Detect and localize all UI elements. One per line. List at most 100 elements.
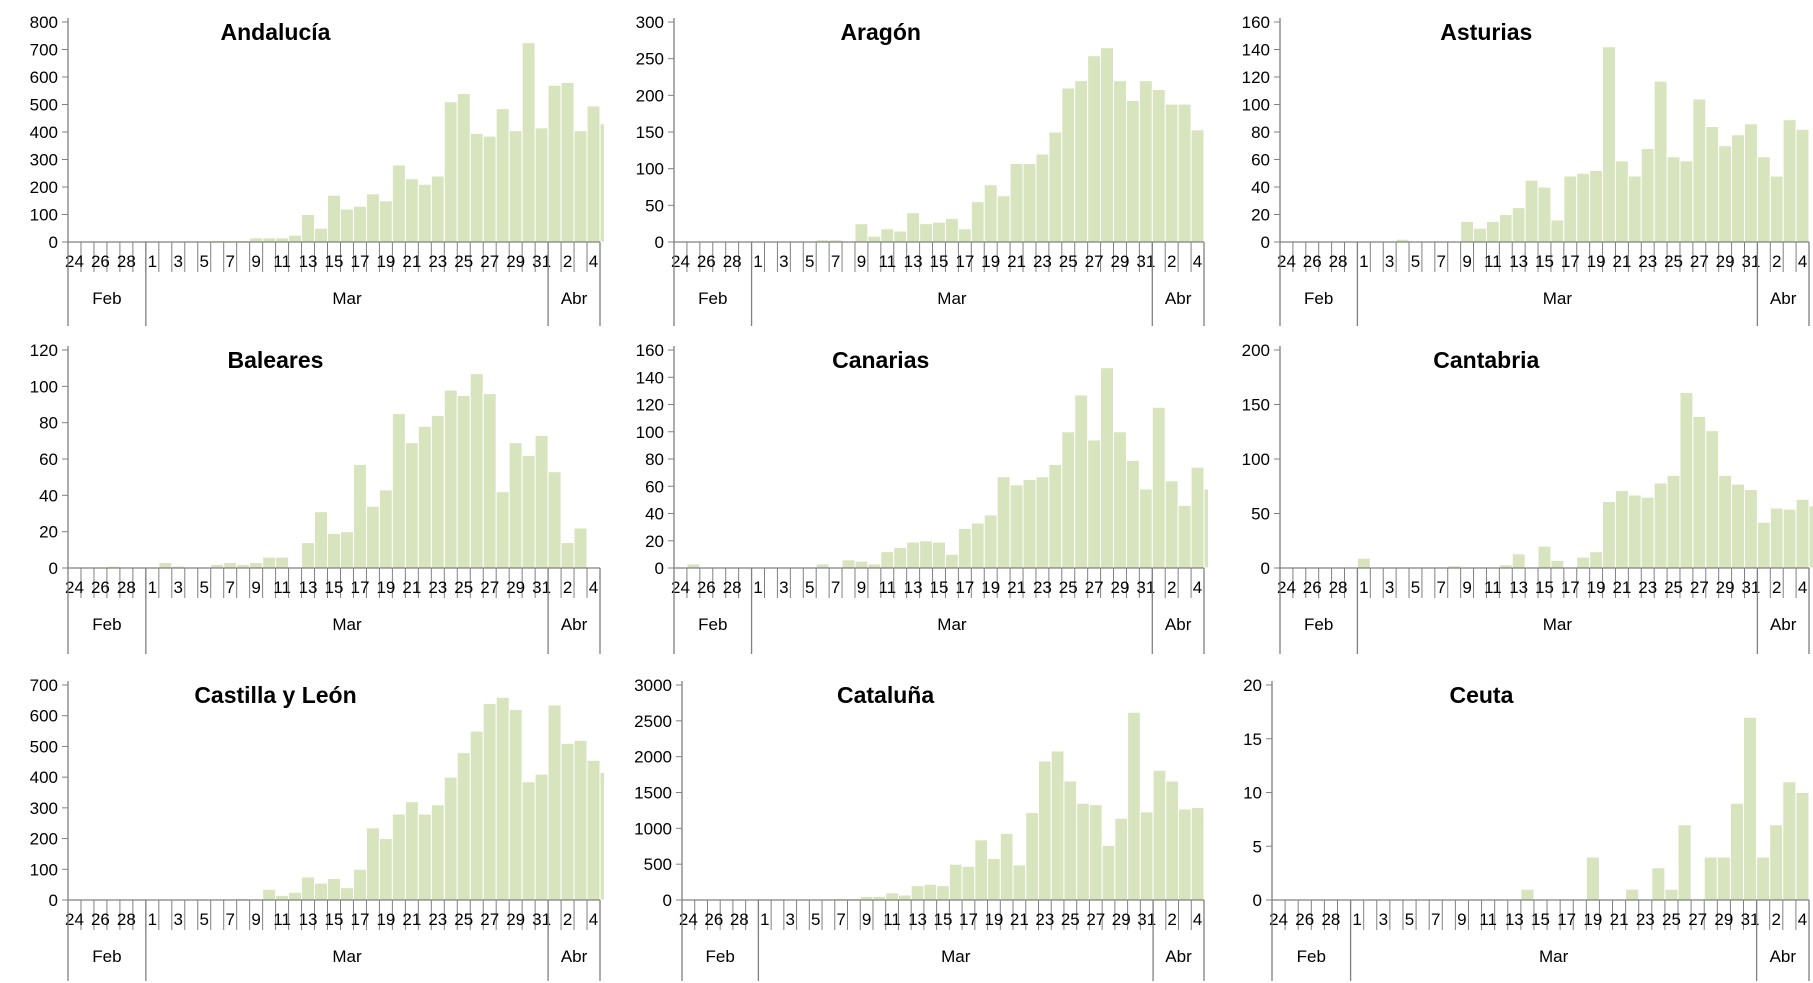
bar <box>1074 80 1089 243</box>
x-tick-label: 7 <box>836 910 845 929</box>
bar <box>573 130 588 243</box>
bar <box>547 471 562 569</box>
x-tick-label: 15 <box>325 252 344 271</box>
x-tick-label: 11 <box>878 252 896 271</box>
bar <box>482 702 497 901</box>
x-tick-label: 23 <box>1636 910 1655 929</box>
bar <box>919 223 934 243</box>
x-tick-label: 7 <box>225 910 234 929</box>
bar <box>339 531 354 569</box>
x-tick-label: 23 <box>1033 252 1052 271</box>
bar <box>1190 466 1205 569</box>
bar <box>1125 99 1140 243</box>
y-tick-label: 300 <box>30 799 58 818</box>
x-tick-label: 7 <box>831 252 840 271</box>
bar <box>893 547 908 569</box>
x-tick-label: 2 <box>1772 910 1781 929</box>
x-tick-label: 28 <box>1329 578 1348 597</box>
bar <box>586 759 601 901</box>
month-label: Abr <box>1165 947 1192 966</box>
bar <box>1048 131 1063 243</box>
bar <box>378 489 393 569</box>
bar <box>854 560 869 569</box>
x-tick-label: 29 <box>1111 252 1130 271</box>
bar <box>1563 175 1578 243</box>
x-tick-label: 11 <box>273 578 291 597</box>
bar <box>1585 856 1600 901</box>
bar <box>301 542 316 569</box>
x-tick-label: 17 <box>350 578 369 597</box>
bar <box>547 84 562 243</box>
x-tick-label: 29 <box>1716 578 1735 597</box>
x-tick-label: 15 <box>1531 910 1550 929</box>
x-tick-label: 5 <box>805 578 814 597</box>
y-tick-label: 120 <box>636 396 664 415</box>
bar <box>897 894 912 901</box>
bar <box>1653 482 1668 569</box>
x-tick-label: 11 <box>878 578 896 597</box>
x-tick-label: 21 <box>1612 578 1631 597</box>
y-tick-label: 20 <box>645 532 664 551</box>
bar <box>339 887 354 901</box>
bar <box>880 551 895 569</box>
bar <box>1627 494 1642 569</box>
bar <box>1731 483 1745 569</box>
bar <box>1625 888 1640 901</box>
bar <box>352 868 367 901</box>
x-tick-label: 19 <box>376 252 395 271</box>
x-tick-label: 17 <box>1561 252 1580 271</box>
y-tick-label: 250 <box>636 50 664 69</box>
bar <box>1100 367 1115 569</box>
bar <box>469 132 484 243</box>
bar <box>391 413 406 569</box>
bar <box>327 878 341 901</box>
x-tick-label: 21 <box>1612 252 1631 271</box>
x-tick-label: 11 <box>1484 578 1502 597</box>
x-tick-label: 1 <box>148 578 157 597</box>
y-tick-label: 100 <box>1242 450 1270 469</box>
bar <box>508 130 523 243</box>
y-tick-label: 0 <box>655 559 664 578</box>
x-tick-label: 9 <box>251 252 260 271</box>
bar <box>974 839 989 901</box>
x-tick-label: 4 <box>589 252 598 271</box>
x-tick-label: 29 <box>506 578 525 597</box>
x-tick-label: 11 <box>883 910 901 929</box>
bar <box>365 505 380 569</box>
bar <box>352 205 367 243</box>
month-label: Feb <box>1304 615 1333 634</box>
y-tick-label: 40 <box>1251 178 1270 197</box>
month-label: Feb <box>92 947 121 966</box>
bar <box>880 228 895 243</box>
bar <box>1203 488 1208 569</box>
bar <box>1009 163 1024 243</box>
x-tick-label: 9 <box>251 578 260 597</box>
bar <box>1718 474 1733 569</box>
bar <box>1731 134 1745 243</box>
x-tick-label: 23 <box>1035 910 1054 929</box>
x-tick-label: 21 <box>402 252 421 271</box>
bar <box>987 857 1001 901</box>
bar <box>378 200 393 243</box>
x-tick-label: 3 <box>1385 252 1394 271</box>
bar <box>547 704 562 901</box>
bar <box>508 442 523 569</box>
bar <box>158 562 173 569</box>
x-tick-label: 3 <box>174 910 183 929</box>
bar <box>885 892 899 901</box>
bar <box>560 742 575 901</box>
x-tick-label: 25 <box>454 910 473 929</box>
y-tick-label: 50 <box>645 196 664 215</box>
month-label: Abr <box>561 615 588 634</box>
month-label: Feb <box>1304 289 1333 308</box>
x-tick-label: 4 <box>1798 578 1807 597</box>
month-label: Abr <box>1770 615 1797 634</box>
bar <box>1550 219 1565 243</box>
bar <box>923 883 938 901</box>
bar <box>1576 556 1591 569</box>
x-tick-label: 9 <box>1457 910 1466 929</box>
x-tick-label: 23 <box>428 910 447 929</box>
x-tick-label: 11 <box>1479 910 1497 929</box>
x-tick-label: 19 <box>1587 252 1606 271</box>
